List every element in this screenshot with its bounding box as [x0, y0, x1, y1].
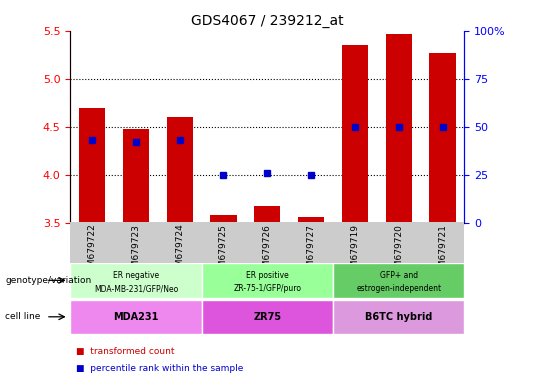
- Bar: [79, 108, 105, 223]
- Text: GSM679726: GSM679726: [263, 223, 272, 278]
- Bar: [201, 300, 333, 334]
- Text: ZR75: ZR75: [253, 312, 281, 322]
- Bar: [333, 300, 464, 334]
- Text: cell line: cell line: [5, 312, 41, 321]
- Text: GSM679722: GSM679722: [87, 223, 97, 278]
- Bar: [70, 222, 114, 263]
- Bar: [158, 222, 201, 263]
- Bar: [201, 263, 333, 298]
- Bar: [421, 222, 464, 263]
- Text: ■  percentile rank within the sample: ■ percentile rank within the sample: [76, 364, 243, 373]
- Text: genotype/variation: genotype/variation: [5, 276, 92, 285]
- Bar: [254, 207, 280, 223]
- Text: GSM679725: GSM679725: [219, 223, 228, 278]
- Bar: [377, 222, 421, 263]
- Text: MDA231: MDA231: [113, 312, 159, 322]
- Bar: [211, 215, 237, 223]
- Bar: [123, 129, 149, 223]
- Bar: [298, 217, 324, 223]
- Text: GSM679720: GSM679720: [394, 223, 403, 278]
- Text: ZR-75-1/GFP/puro: ZR-75-1/GFP/puro: [233, 285, 301, 293]
- Bar: [201, 222, 245, 263]
- Bar: [333, 263, 464, 298]
- Bar: [386, 34, 412, 223]
- Text: ER negative: ER negative: [113, 271, 159, 280]
- Text: GSM679724: GSM679724: [175, 223, 184, 278]
- Text: GSM679721: GSM679721: [438, 223, 447, 278]
- Title: GDS4067 / 239212_at: GDS4067 / 239212_at: [191, 14, 343, 28]
- Text: GFP+ and: GFP+ and: [380, 271, 418, 280]
- Bar: [289, 222, 333, 263]
- Bar: [429, 53, 456, 223]
- Text: ER positive: ER positive: [246, 271, 289, 280]
- Text: GSM679727: GSM679727: [307, 223, 315, 278]
- Bar: [166, 117, 193, 223]
- Text: GSM679719: GSM679719: [350, 223, 360, 279]
- Text: ■  transformed count: ■ transformed count: [76, 347, 174, 356]
- Bar: [114, 222, 158, 263]
- Bar: [245, 222, 289, 263]
- Bar: [342, 45, 368, 223]
- Text: GSM679723: GSM679723: [131, 223, 140, 278]
- Text: B6TC hybrid: B6TC hybrid: [365, 312, 433, 322]
- Bar: [70, 300, 201, 334]
- Bar: [333, 222, 377, 263]
- Bar: [70, 263, 201, 298]
- Text: MDA-MB-231/GFP/Neo: MDA-MB-231/GFP/Neo: [94, 285, 178, 293]
- Text: estrogen-independent: estrogen-independent: [356, 285, 441, 293]
